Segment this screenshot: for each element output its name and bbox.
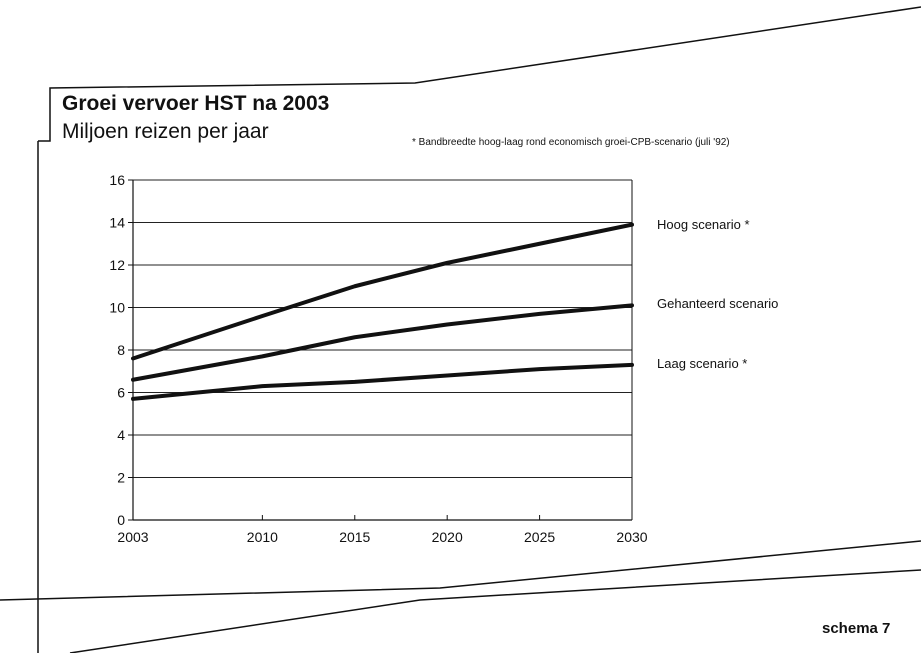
series-layer bbox=[131, 222, 634, 401]
x-tick-label: 2010 bbox=[247, 529, 278, 545]
series-label-gehanteerd: Gehanteerd scenario bbox=[657, 296, 779, 311]
y-tick-label: 8 bbox=[117, 342, 125, 358]
y-tick-label: 6 bbox=[117, 385, 125, 401]
axis-layer: 0 2 4 6 8 10 12 14 16 2003 2010 2015 2020 2025 2030 bbox=[109, 172, 647, 545]
series-label-laag: Laag scenario * bbox=[657, 356, 748, 371]
chart-footnote: * Bandbreedte hoog-laag rond economisch … bbox=[412, 137, 730, 148]
y-tick-label: 14 bbox=[109, 215, 125, 231]
series-label-hoog: Hoog scenario * bbox=[657, 217, 750, 232]
schema-label: schema 7 bbox=[822, 620, 891, 637]
chart-subtitle: Miljoen reizen per jaar bbox=[62, 120, 269, 143]
y-tick-label: 4 bbox=[117, 427, 125, 443]
y-tick-label: 12 bbox=[109, 257, 125, 273]
frame-bottom-line-2 bbox=[69, 569, 921, 653]
series-line-0 bbox=[131, 222, 634, 361]
x-tick-label: 2030 bbox=[616, 529, 647, 545]
y-tick-label: 16 bbox=[109, 172, 125, 188]
x-tick-label: 2003 bbox=[117, 529, 148, 545]
y-tick-label: 10 bbox=[109, 300, 125, 316]
chart-title: Groei vervoer HST na 2003 bbox=[62, 92, 330, 115]
x-tick-label: 2025 bbox=[524, 529, 555, 545]
frame-top-border bbox=[38, 6, 921, 142]
series-line-2 bbox=[131, 362, 634, 401]
x-tick-label: 2020 bbox=[432, 529, 463, 545]
series-line-1 bbox=[131, 303, 634, 382]
y-tick-label: 0 bbox=[117, 512, 125, 528]
frame-bottom-line-1 bbox=[0, 540, 921, 601]
y-tick-label: 2 bbox=[117, 470, 125, 486]
x-tick-label: 2015 bbox=[339, 529, 370, 545]
grid-layer bbox=[133, 179, 632, 521]
